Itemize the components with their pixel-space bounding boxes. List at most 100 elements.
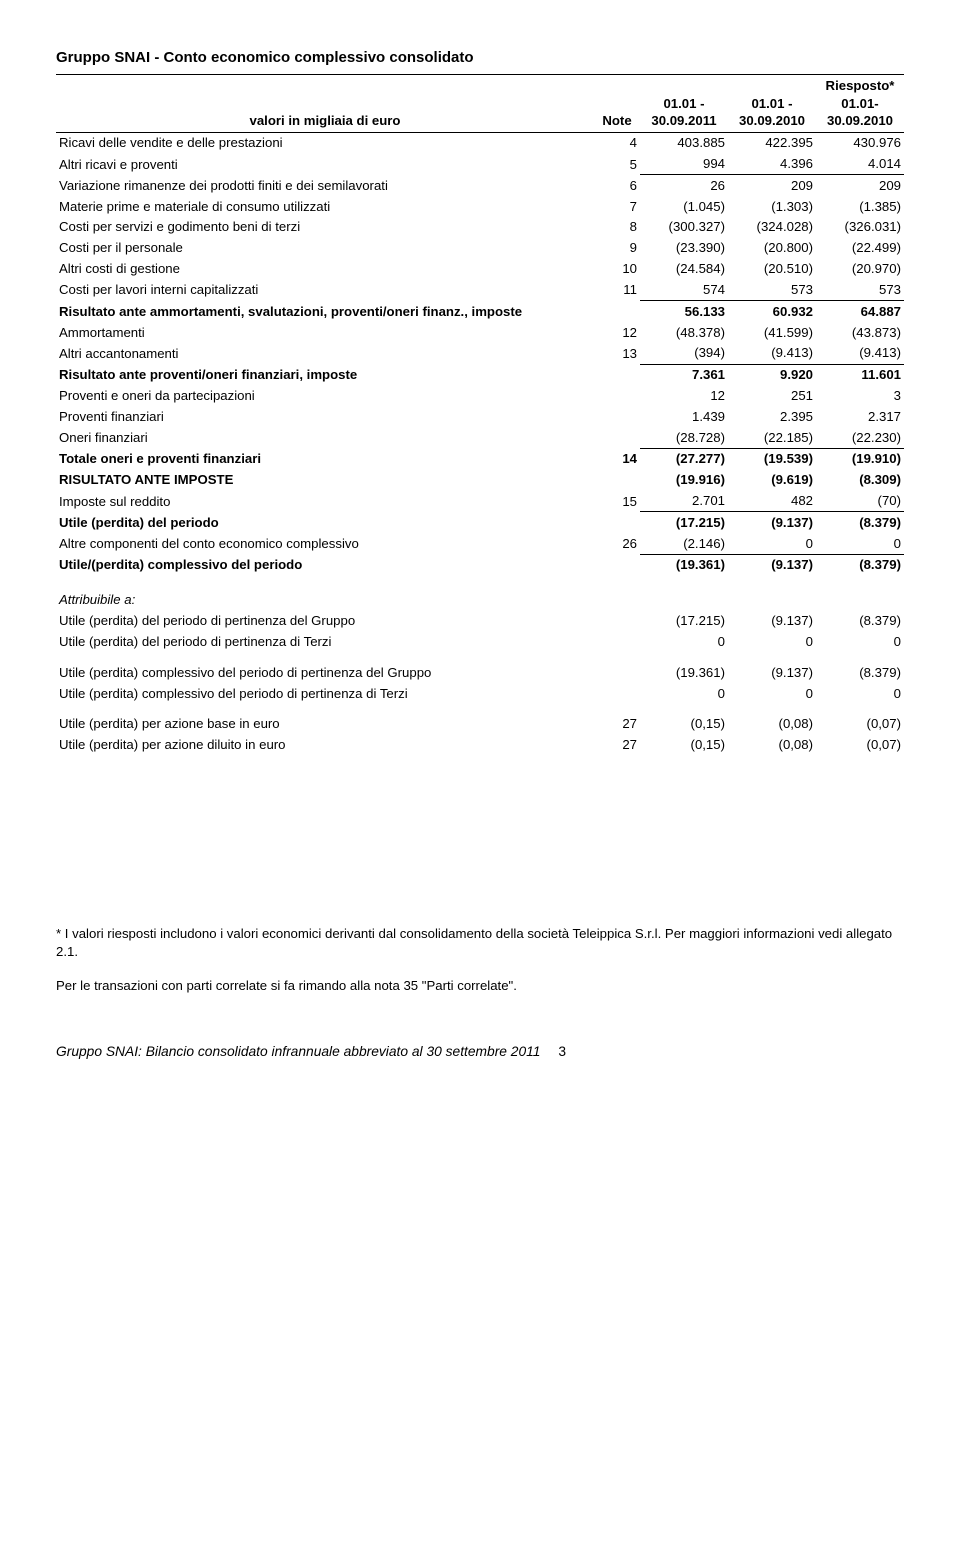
attrib-heading: Attribuibile a: — [56, 590, 594, 611]
row-value: 994 — [640, 154, 728, 175]
row-label: Proventi e oneri da partecipazioni — [56, 385, 594, 406]
table-row: Costi per il personale9(23.390)(20.800)(… — [56, 238, 904, 259]
row-value: (22.499) — [816, 238, 904, 259]
row-note: 14 — [594, 448, 640, 469]
row-label: Imposte sul reddito — [56, 491, 594, 512]
row-value: 0 — [816, 533, 904, 554]
row-value: (2.146) — [640, 533, 728, 554]
row-value: (27.277) — [640, 448, 728, 469]
row-label: Ricavi delle vendite e delle prestazioni — [56, 133, 594, 154]
row-value: 4.396 — [728, 154, 816, 175]
row-value: 573 — [816, 279, 904, 300]
row-note: 8 — [594, 217, 640, 238]
row-value: 7.361 — [640, 364, 728, 385]
income-statement-table: valori in migliaia di euro Note 01.01 - … — [56, 75, 904, 132]
attrib-value: (0,07) — [816, 714, 904, 735]
attrib-row: Utile (perdita) per azione base in euro … — [56, 714, 904, 735]
row-label: Costi per lavori interni capitalizzati — [56, 279, 594, 300]
table-row: Costi per lavori interni capitalizzati11… — [56, 279, 904, 300]
row-note: 7 — [594, 196, 640, 217]
row-value: 1.439 — [640, 406, 728, 427]
row-value: (22.185) — [728, 427, 816, 448]
row-note — [594, 301, 640, 322]
footnotes: * I valori riesposti includono i valori … — [56, 925, 904, 994]
attrib-heading-row: Attribuibile a: — [56, 590, 904, 611]
row-value: (9.413) — [816, 343, 904, 364]
attrib-value: 0 — [728, 631, 816, 652]
attrib-note: 27 — [594, 735, 640, 756]
attrib-value: (0,08) — [728, 714, 816, 735]
income-rows: Ricavi delle vendite e delle prestazioni… — [56, 133, 904, 576]
table-row: Proventi finanziari1.4392.3952.317 — [56, 406, 904, 427]
row-note — [594, 470, 640, 491]
table-row: Costi per servizi e godimento beni di te… — [56, 217, 904, 238]
row-value: (19.916) — [640, 470, 728, 491]
table-row: Ricavi delle vendite e delle prestazioni… — [56, 133, 904, 154]
row-note: 9 — [594, 238, 640, 259]
row-label: Oneri finanziari — [56, 427, 594, 448]
row-label: Materie prime e materiale di consumo uti… — [56, 196, 594, 217]
attribution-block: Attribuibile a: Utile (perdita) del peri… — [56, 590, 904, 756]
row-label: Risultato ante ammortamenti, svalutazion… — [56, 301, 594, 322]
row-label: Utile (perdita) del periodo — [56, 512, 594, 533]
row-value: (20.970) — [816, 259, 904, 280]
row-value: (28.728) — [640, 427, 728, 448]
table-row: Utile/(perdita) complessivo del periodo (… — [56, 554, 904, 575]
row-value: (22.230) — [816, 427, 904, 448]
row-value: (43.873) — [816, 322, 904, 343]
row-value: (326.031) — [816, 217, 904, 238]
row-value: (1.303) — [728, 196, 816, 217]
table-row: Totale oneri e proventi finanziari14(27.… — [56, 448, 904, 469]
row-label: RISULTATO ANTE IMPOSTE — [56, 470, 594, 491]
attrib-value: 0 — [640, 631, 728, 652]
table-row: Oneri finanziari (28.728)(22.185)(22.230) — [56, 427, 904, 448]
row-note — [594, 364, 640, 385]
row-note: 12 — [594, 322, 640, 343]
row-value: 11.601 — [816, 364, 904, 385]
table-row: Imposte sul reddito152.701482(70) — [56, 491, 904, 512]
row-label: Altri ricavi e proventi — [56, 154, 594, 175]
row-value: (24.584) — [640, 259, 728, 280]
attrib-value: (9.137) — [728, 662, 816, 683]
table-row: Risultato ante ammortamenti, svalutazion… — [56, 301, 904, 322]
row-value: (1.045) — [640, 196, 728, 217]
attrib-row: Utile (perdita) complessivo del periodo … — [56, 683, 904, 704]
attrib-value: 0 — [640, 683, 728, 704]
table-row: Materie prime e materiale di consumo uti… — [56, 196, 904, 217]
page-number: 3 — [558, 1044, 566, 1059]
row-value: 60.932 — [728, 301, 816, 322]
attrib-value: (8.379) — [816, 662, 904, 683]
footnote-2: Per le transazioni con parti correlate s… — [56, 977, 904, 995]
row-label: Utile/(perdita) complessivo del periodo — [56, 554, 594, 575]
row-value: (324.028) — [728, 217, 816, 238]
attrib-row: Utile (perdita) del periodo di pertinenz… — [56, 631, 904, 652]
attrib-label: Utile (perdita) complessivo del periodo … — [56, 662, 594, 683]
row-value: (19.910) — [816, 448, 904, 469]
row-value: 4.014 — [816, 154, 904, 175]
attrib-row: Utile (perdita) del periodo di pertinenz… — [56, 611, 904, 632]
row-value: (9.137) — [728, 512, 816, 533]
header-col3: Riesposto* 01.01- 30.09.2010 — [816, 75, 904, 131]
table-row: Altre componenti del conto economico com… — [56, 533, 904, 554]
table-row: Ammortamenti12(48.378)(41.599)(43.873) — [56, 322, 904, 343]
row-value: 2.317 — [816, 406, 904, 427]
row-value: 3 — [816, 385, 904, 406]
row-value: 574 — [640, 279, 728, 300]
table-row: Altri accantonamenti13(394)(9.413)(9.413… — [56, 343, 904, 364]
header-col2: 01.01 - 30.09.2010 — [728, 75, 816, 131]
attrib-value: (0,07) — [816, 735, 904, 756]
table-row: Altri costi di gestione10(24.584)(20.510… — [56, 259, 904, 280]
footnote-1: * I valori riesposti includono i valori … — [56, 925, 904, 961]
table-row: Risultato ante proventi/oneri finanziari… — [56, 364, 904, 385]
row-note: 10 — [594, 259, 640, 280]
row-value: 56.133 — [640, 301, 728, 322]
table-row: Proventi e oneri da partecipazioni122513 — [56, 385, 904, 406]
document-title: Gruppo SNAI - Conto economico complessiv… — [56, 48, 904, 68]
attrib-value: (19.361) — [640, 662, 728, 683]
row-value: (9.137) — [728, 554, 816, 575]
row-value: (8.309) — [816, 470, 904, 491]
row-label: Risultato ante proventi/oneri finanziari… — [56, 364, 594, 385]
attrib-value: 0 — [728, 683, 816, 704]
row-value: (8.379) — [816, 512, 904, 533]
attrib-label: Utile (perdita) complessivo del periodo … — [56, 683, 594, 704]
